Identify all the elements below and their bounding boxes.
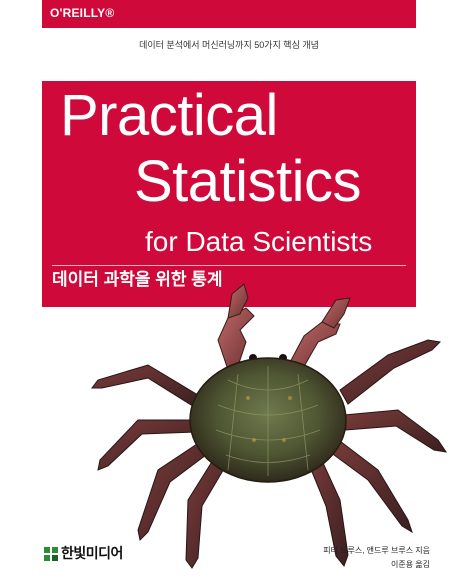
english-subtitle: for Data Scientists xyxy=(145,228,372,256)
oreilly-logo: O'REILLY® xyxy=(50,6,114,20)
crab-illustration-icon xyxy=(78,270,458,580)
authors-credit: 피터 브루스, 앤드루 브루스 지음 xyxy=(230,546,430,556)
brand-bar: O'REILLY® xyxy=(42,0,416,28)
title-line-1: Practical xyxy=(60,87,278,145)
publisher-logo: 한빛미디어 xyxy=(44,545,144,563)
publisher-logo-icon xyxy=(44,547,58,561)
title-divider xyxy=(52,265,406,266)
publisher-name: 한빛미디어 xyxy=(61,545,123,562)
translator-credit: 이준용 옮김 xyxy=(230,560,430,570)
title-line-2: Statistics xyxy=(134,153,361,211)
cover-tagline: 데이터 분석에서 머신러닝까지 50가지 핵심 개념 xyxy=(0,39,458,51)
